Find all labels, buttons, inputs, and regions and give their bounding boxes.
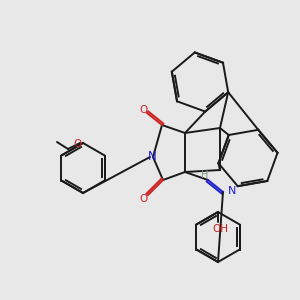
- Text: OH: OH: [212, 224, 228, 234]
- Text: N: N: [148, 151, 156, 164]
- Text: O: O: [73, 139, 81, 149]
- Text: N: N: [228, 186, 236, 196]
- Text: H: H: [201, 170, 209, 180]
- Text: O: O: [139, 105, 147, 115]
- Text: O: O: [140, 194, 148, 204]
